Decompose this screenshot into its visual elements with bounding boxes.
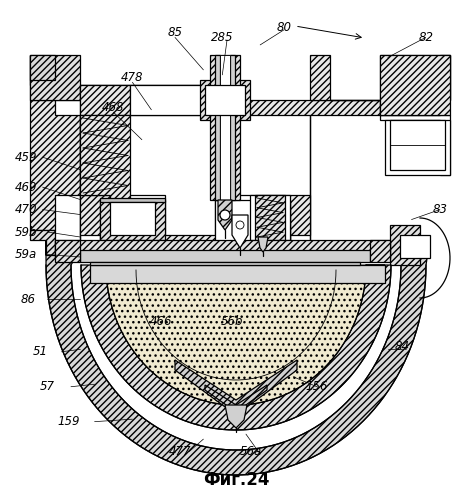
Polygon shape (218, 200, 232, 230)
Text: 51: 51 (33, 345, 48, 358)
Polygon shape (390, 225, 420, 265)
Polygon shape (400, 235, 430, 258)
Polygon shape (370, 240, 390, 262)
Text: 156: 156 (306, 380, 328, 393)
Text: 159: 159 (57, 415, 80, 428)
Polygon shape (232, 215, 248, 248)
Polygon shape (230, 55, 235, 200)
Text: 80: 80 (276, 21, 291, 34)
Text: 82: 82 (418, 31, 433, 44)
Polygon shape (30, 55, 450, 115)
Polygon shape (215, 55, 220, 200)
Text: 56a: 56a (239, 445, 262, 458)
Polygon shape (30, 230, 55, 255)
Polygon shape (80, 250, 370, 262)
Text: Фиг.24: Фиг.24 (203, 471, 269, 489)
Polygon shape (255, 195, 285, 240)
Text: 85: 85 (167, 26, 183, 39)
Polygon shape (200, 80, 250, 120)
Polygon shape (90, 262, 360, 265)
Polygon shape (380, 55, 450, 115)
Polygon shape (205, 385, 267, 412)
Polygon shape (100, 235, 290, 250)
Polygon shape (205, 85, 245, 115)
Polygon shape (80, 115, 130, 200)
Text: 86: 86 (21, 293, 36, 306)
Text: 468: 468 (102, 101, 125, 114)
Text: 469: 469 (15, 181, 37, 194)
Polygon shape (100, 198, 165, 202)
Polygon shape (385, 120, 450, 175)
Polygon shape (80, 85, 130, 115)
Polygon shape (175, 360, 297, 415)
Polygon shape (30, 100, 80, 230)
Polygon shape (55, 240, 80, 262)
Circle shape (220, 210, 230, 220)
Text: 478: 478 (121, 71, 144, 84)
Polygon shape (215, 200, 290, 250)
Text: 57: 57 (40, 380, 55, 393)
Polygon shape (81, 265, 391, 430)
Polygon shape (280, 195, 310, 235)
Polygon shape (90, 265, 385, 405)
Polygon shape (30, 55, 80, 100)
Polygon shape (130, 85, 220, 115)
Polygon shape (390, 120, 445, 170)
Polygon shape (30, 55, 55, 80)
Polygon shape (80, 115, 165, 245)
Text: 83: 83 (432, 203, 447, 216)
Text: 59b: 59b (15, 226, 37, 239)
Polygon shape (80, 195, 110, 235)
Circle shape (236, 221, 244, 229)
Polygon shape (380, 55, 450, 175)
Polygon shape (258, 237, 268, 252)
Polygon shape (80, 85, 220, 115)
Polygon shape (110, 202, 155, 235)
Polygon shape (310, 55, 440, 115)
Polygon shape (250, 195, 290, 240)
Polygon shape (55, 240, 390, 258)
Polygon shape (220, 55, 230, 200)
Polygon shape (90, 265, 385, 283)
Text: 84: 84 (394, 340, 410, 353)
Text: 459: 459 (15, 151, 37, 164)
Polygon shape (215, 195, 280, 235)
Polygon shape (46, 240, 430, 475)
Text: 56b: 56b (220, 315, 243, 328)
Text: 59a: 59a (15, 248, 37, 261)
Polygon shape (225, 405, 247, 428)
Polygon shape (215, 115, 310, 245)
Text: 285: 285 (211, 31, 234, 44)
Text: 466: 466 (149, 315, 172, 328)
Polygon shape (100, 200, 165, 240)
Text: 477: 477 (168, 445, 191, 458)
Text: 470: 470 (15, 203, 37, 216)
Polygon shape (210, 55, 240, 200)
Polygon shape (110, 195, 165, 235)
